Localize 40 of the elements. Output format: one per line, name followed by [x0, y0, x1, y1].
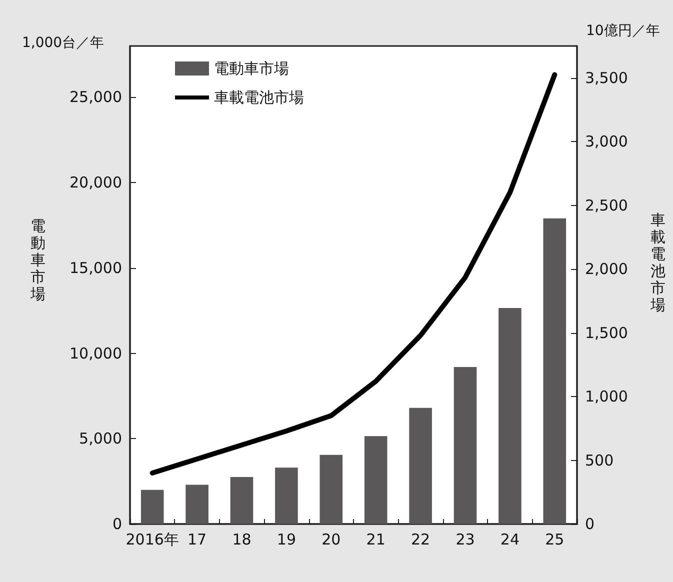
- y-tick-label: 5,000: [79, 430, 122, 448]
- x-tick-label: 22: [411, 530, 430, 548]
- y2-tick-label: 1,000: [585, 388, 628, 406]
- bar: [140, 490, 164, 524]
- x-tick-label: 20: [322, 530, 341, 548]
- y2-tick-label: 3,500: [585, 68, 628, 87]
- bar: [186, 484, 208, 524]
- y-tick-label: 20,000: [70, 174, 122, 192]
- text: 1,000台／年: [22, 35, 104, 51]
- x-tick-label: 23: [456, 530, 475, 548]
- legend-label: 電動車市場: [214, 60, 289, 78]
- y2-tick-label: 3,000: [585, 132, 628, 151]
- text: 10億円／年: [586, 23, 660, 39]
- x-tick-label: 21: [366, 530, 386, 548]
- bar: [454, 366, 477, 524]
- y-tick-label: 10,000: [70, 344, 122, 362]
- bar: [543, 218, 566, 524]
- y-tick-label: 25,000: [70, 88, 122, 106]
- bar: [275, 468, 298, 524]
- y2-tick-label: 500: [585, 451, 614, 470]
- y2-axis-title: 車載電池市場: [650, 211, 666, 314]
- y2-tick-label: 1,500: [585, 324, 628, 342]
- x-tick-label: 19: [276, 530, 296, 548]
- y2-tick-label: 0: [585, 515, 595, 533]
- legend-label: 車載電池市場: [214, 88, 304, 106]
- y2-tick-label: 2,500: [585, 196, 628, 214]
- x-tick-label: 25: [545, 530, 564, 548]
- bar: [364, 436, 388, 524]
- bar: [230, 477, 254, 524]
- x-tick-label: 18: [232, 530, 252, 548]
- x-tick-label: 17: [188, 530, 207, 548]
- y2-tick-label: 2,000: [585, 260, 628, 278]
- y-tick-label: 0: [112, 515, 122, 533]
- x-tick-label: 2016年: [126, 530, 179, 548]
- y-tick-label: 15,000: [70, 258, 122, 277]
- bar: [498, 308, 522, 524]
- bar: [409, 408, 432, 524]
- y-axis-title: 電動車市場: [30, 217, 46, 303]
- x-tick-label: 24: [500, 530, 520, 548]
- bar: [320, 454, 343, 524]
